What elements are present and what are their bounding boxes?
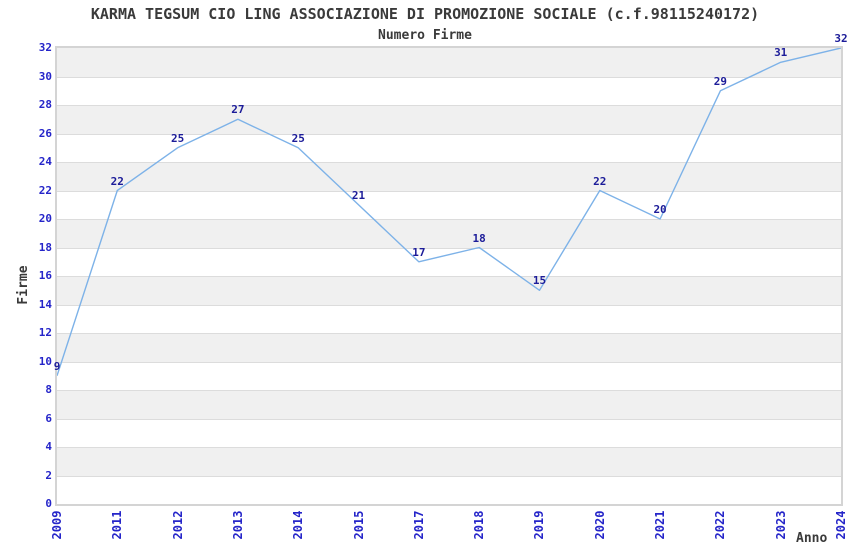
y-tick-label: 2 — [45, 468, 52, 482]
data-point-label: 18 — [472, 231, 486, 245]
plot-area: 9 22 25 27 25 21 17 18 15 22 20 29 31 32 — [53, 32, 848, 506]
plot-band — [57, 247, 841, 276]
y-tick-label: 28 — [38, 98, 52, 111]
data-point-label: 9 — [53, 359, 61, 373]
line-series — [57, 48, 841, 377]
data-point-label: 22 — [110, 174, 124, 188]
y-tick-label: 32 — [38, 41, 52, 54]
y-tick-label: 10 — [38, 354, 52, 368]
y-tick-label: 14 — [38, 297, 52, 311]
y-tick-label: 12 — [38, 326, 52, 339]
y-tick-label: 26 — [38, 126, 52, 140]
data-point-label: 20 — [653, 203, 667, 216]
y-tick-label: 16 — [38, 269, 52, 282]
x-tick-label: 2017 — [411, 510, 426, 540]
plot-band — [57, 361, 841, 390]
plot-band — [57, 447, 841, 476]
plot-band — [57, 390, 841, 419]
x-tick-label: 2021 — [653, 510, 668, 540]
data-point-label: 29 — [713, 74, 727, 88]
x-tick-label: 2023 — [773, 510, 788, 540]
plot-band — [57, 76, 841, 105]
x-tick-label: 2013 — [230, 510, 245, 540]
data-point-label: 17 — [412, 245, 426, 259]
plot-band — [57, 418, 841, 447]
y-tick-label: 24 — [38, 155, 52, 168]
plot-band — [57, 133, 841, 162]
plot-band — [57, 276, 841, 305]
data-point-label: 31 — [774, 46, 788, 60]
data-point-label: 25 — [170, 131, 185, 145]
x-tick-label: 2020 — [592, 510, 607, 540]
x-tick-label: 2024 — [834, 510, 848, 540]
y-tick-label: 0 — [45, 497, 52, 510]
plot-band — [57, 219, 841, 248]
plot-band — [57, 162, 841, 191]
x-tick-label: 2009 — [50, 510, 64, 540]
y-tick-label: 4 — [45, 440, 52, 453]
y-tick-label: 6 — [45, 411, 52, 425]
x-tick-label: 2018 — [472, 510, 487, 540]
line-series-path — [57, 48, 841, 377]
x-tick-label: 2015 — [351, 510, 366, 540]
x-tick-label: 2022 — [713, 510, 728, 540]
y-tick-label: 30 — [38, 69, 52, 83]
data-point-label: 15 — [532, 274, 547, 288]
y-tick-label: 20 — [38, 212, 52, 225]
y-tick-label: 8 — [45, 383, 52, 396]
plot-band — [57, 105, 841, 134]
data-point-label: 32 — [834, 32, 848, 45]
plot-band — [57, 304, 841, 333]
chart-subtitle: Numero Firme — [378, 28, 472, 43]
x-tick-label: 2014 — [291, 510, 306, 540]
x-tick-label: 2019 — [532, 510, 547, 540]
data-point-label: 21 — [351, 188, 366, 202]
x-tick-label: 2011 — [110, 510, 125, 540]
plot-band — [57, 190, 841, 219]
data-point-label: 27 — [231, 103, 245, 117]
data-point-label: 25 — [291, 131, 305, 145]
x-tick-label: 2012 — [170, 510, 185, 540]
plot-band — [57, 48, 841, 77]
data-point-label: 22 — [593, 174, 607, 188]
chart-title: KARMA TEGSUM CIO LING ASSOCIAZIONE DI PR… — [90, 5, 760, 23]
x-axis-label: Anno — [796, 531, 828, 546]
plot-band — [57, 333, 841, 362]
y-tick-label: 22 — [38, 183, 52, 197]
plot-band — [57, 475, 841, 504]
y-tick-label: 18 — [38, 240, 52, 254]
